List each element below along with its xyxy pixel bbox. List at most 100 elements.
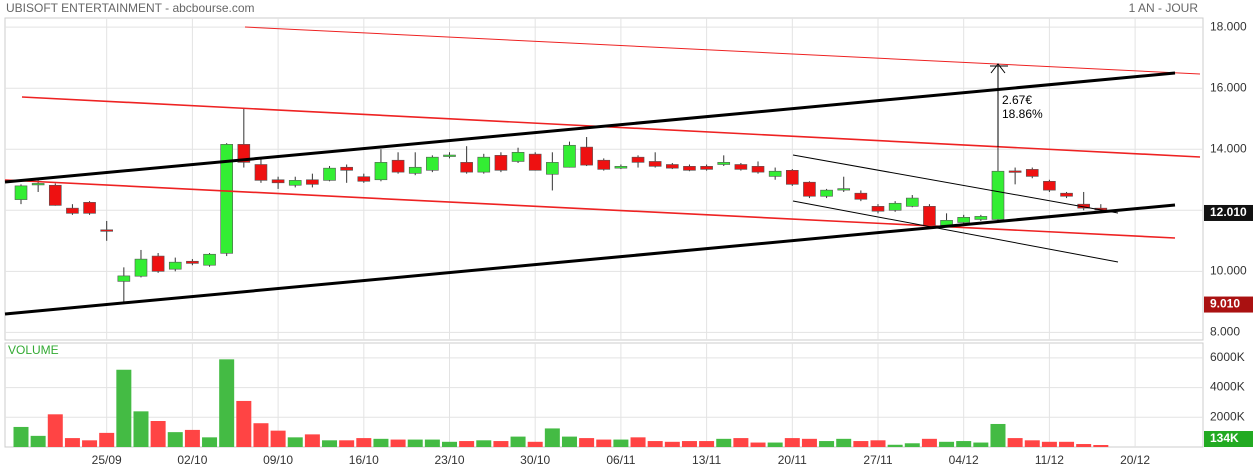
candle-body [426, 156, 439, 171]
period-label: 1 AN - JOUR [1129, 1, 1199, 15]
volume-bar [1076, 444, 1092, 447]
candle-body [734, 164, 748, 170]
volume-bar [287, 437, 303, 447]
trend-line [4, 179, 1176, 239]
volume-bar [64, 438, 80, 447]
candle-body [306, 179, 319, 185]
volume-bar [339, 440, 355, 447]
volume-bar [887, 444, 903, 447]
trend-line [244, 26, 1201, 75]
candle-body [391, 159, 405, 173]
trend-lines [4, 26, 1201, 316]
volume-bar [270, 430, 286, 447]
candle-body [957, 217, 971, 223]
volume-bar [544, 428, 560, 447]
x-tick-label: 25/09 [92, 453, 122, 467]
volume-bar [442, 441, 457, 447]
volume-bar [921, 438, 937, 447]
candle-body [768, 170, 782, 177]
volume-bar [527, 441, 543, 447]
volume-bar [356, 438, 372, 447]
volume-bar [1059, 441, 1075, 447]
candle-body [717, 162, 731, 165]
x-tick-label: 09/10 [263, 453, 293, 467]
candle-body [785, 170, 799, 185]
trend-line [792, 200, 1119, 263]
last-price-box [1204, 204, 1253, 221]
candle-body [31, 183, 45, 186]
y-tick-label: 8.000 [1210, 325, 1240, 339]
chart-title: UBISOFT ENTERTAINMENT - abcbourse.com [6, 1, 255, 15]
volume-bar [1024, 440, 1040, 447]
candle-body [408, 166, 422, 174]
volume-bar [459, 441, 475, 447]
x-tick-label: 23/10 [434, 453, 464, 467]
volume-bar [716, 438, 732, 447]
candle-body [511, 151, 525, 162]
volume-bar [116, 369, 132, 447]
candle-body [443, 154, 456, 157]
candle-body [631, 156, 645, 163]
volume-bar [407, 439, 423, 447]
candle-body [1025, 169, 1039, 177]
volume-bar [373, 438, 389, 447]
volume-bar [167, 432, 183, 447]
volume-bar [236, 400, 252, 447]
x-tick-label: 04/12 [949, 453, 979, 467]
volume-bar [819, 441, 835, 447]
candle-body [837, 188, 851, 191]
last-volume: 134K [1204, 431, 1253, 448]
y-tick-label: 2000K [1210, 409, 1245, 423]
volume-bar [596, 439, 612, 447]
x-tick-label: 20/12 [1120, 453, 1150, 467]
volume-bar [699, 441, 715, 447]
volume-bar [613, 439, 629, 447]
low-marker-text: 9.010 [1210, 297, 1240, 311]
volume-bar [801, 438, 817, 447]
marks: 25/09 02/10 09/10 16/10 23/10 30/10 06/11 13/11… [5, 18, 1247, 467]
x-tick-label: 06/11 [606, 453, 635, 467]
volume-bar [870, 440, 886, 447]
candle-body [666, 164, 679, 169]
candle-body [923, 206, 936, 226]
candle-body [357, 176, 371, 182]
volume-bar [647, 441, 663, 447]
candle-body [14, 185, 28, 200]
volume-bar [133, 411, 149, 447]
volume-bar [1093, 445, 1109, 447]
candle-body [563, 144, 576, 168]
trend-line [792, 154, 1119, 214]
candle-body [546, 162, 559, 175]
candle-body [597, 159, 611, 170]
volume-bar [30, 435, 46, 447]
volume-bar [424, 439, 440, 447]
volume-bar [939, 441, 955, 447]
candle-body [203, 253, 216, 266]
candle-body [460, 162, 473, 173]
candle-body [648, 161, 662, 167]
volume-bar [322, 440, 338, 447]
volume-bar [836, 438, 852, 447]
x-tick-label: 11/12 [1035, 453, 1064, 467]
candle-body [820, 189, 833, 197]
y-tick-label: 14.000 [1210, 141, 1247, 155]
candle-body [888, 202, 902, 211]
volume-bar [82, 440, 98, 447]
candle-body [1060, 192, 1073, 197]
last-volume-box [1204, 431, 1253, 448]
candle-body [220, 144, 233, 254]
candle-body [494, 155, 508, 171]
volume-bar [253, 423, 269, 447]
candle-body [100, 229, 113, 232]
trend-line [4, 71, 1176, 184]
volume-bar [784, 438, 800, 447]
volume-bar [990, 423, 1006, 447]
x-tick-label: 13/11 [692, 453, 721, 467]
volume-bar [750, 442, 766, 447]
last-price-text: 12.010 [1210, 205, 1247, 219]
volume-bar [853, 441, 869, 447]
volume-bar [956, 441, 972, 447]
volume-bar [579, 438, 595, 447]
candle-body [254, 164, 268, 181]
